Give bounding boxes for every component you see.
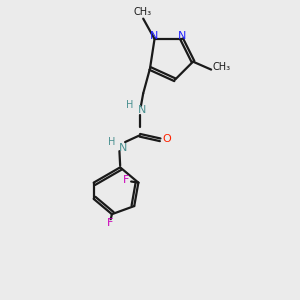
Text: N: N [118, 143, 127, 153]
Text: F: F [106, 218, 113, 228]
Text: F: F [123, 176, 129, 185]
Text: CH₃: CH₃ [212, 62, 230, 72]
Text: H: H [126, 100, 133, 110]
Text: O: O [163, 134, 171, 144]
Text: N: N [178, 31, 186, 40]
Text: N: N [150, 31, 159, 40]
Text: H: H [108, 137, 115, 147]
Text: CH₃: CH₃ [133, 7, 151, 17]
Text: N: N [138, 105, 146, 116]
